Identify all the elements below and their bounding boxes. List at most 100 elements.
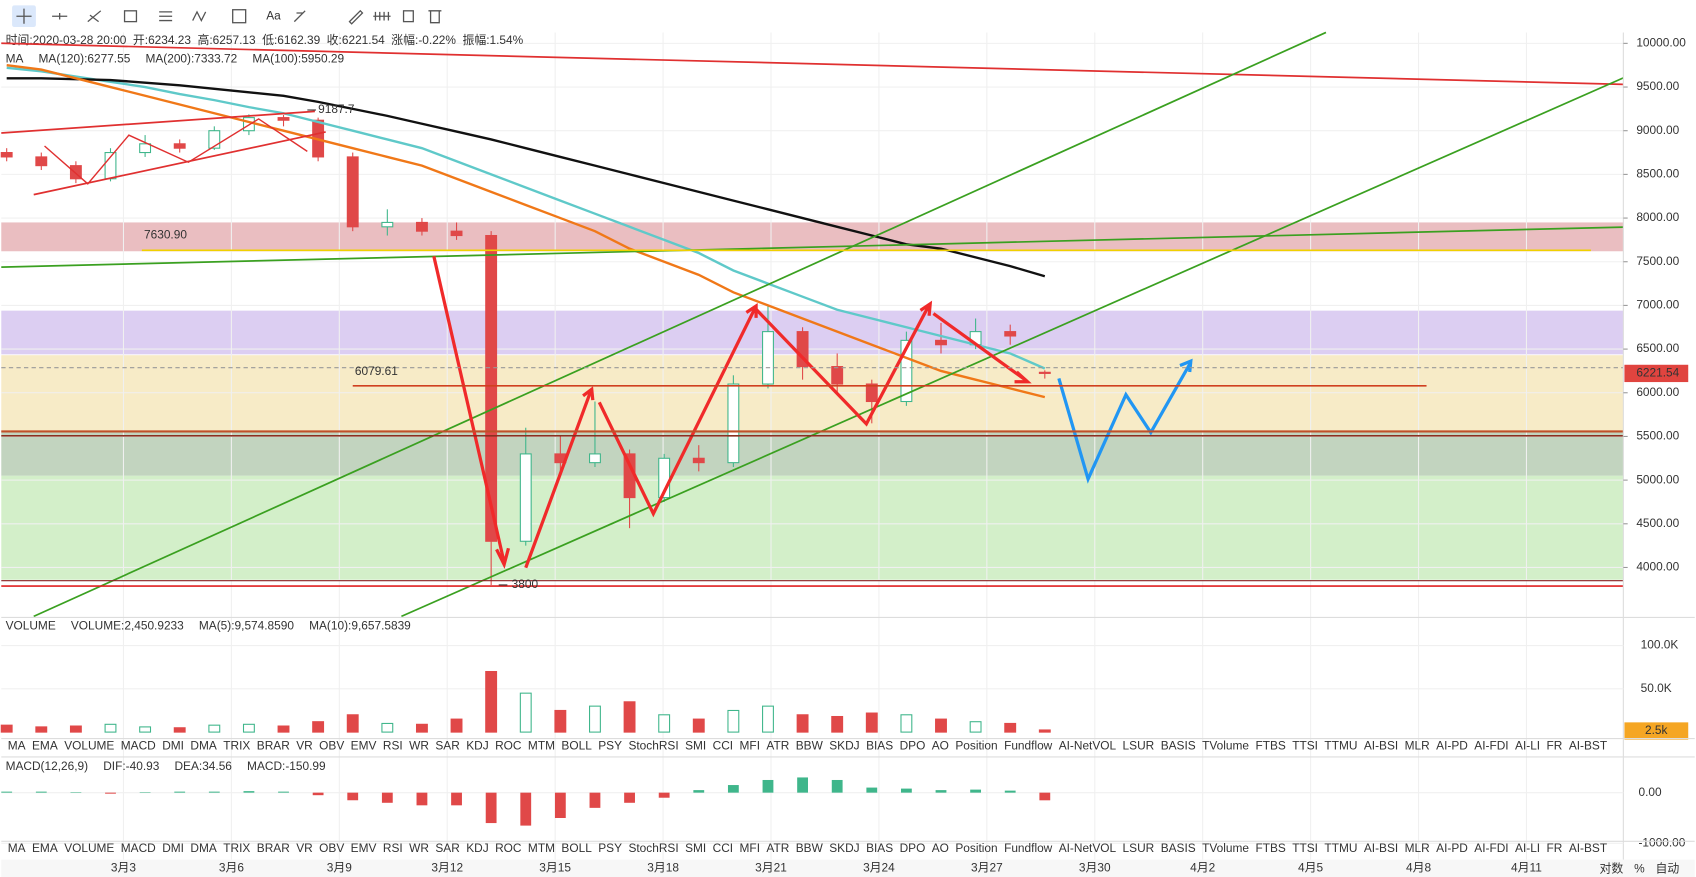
indicator-tab[interactable]: AI-FDI [1474,841,1508,855]
indicator-tab[interactable]: RSI [383,841,403,855]
indicator-tab[interactable]: WR [409,738,429,752]
indicator-tab[interactable]: CCI [713,738,733,752]
indicator-tab[interactable]: AI-FDI [1474,738,1508,752]
indicator-tab[interactable]: BIAS [866,841,893,855]
indicator-tab[interactable]: ATR [766,738,789,752]
indicator-tab[interactable]: ROC [495,841,522,855]
indicator-tab[interactable]: DMI [162,738,184,752]
indicator-tab[interactable]: SMI [685,841,706,855]
indicator-tab[interactable]: BOLL [561,841,592,855]
shape-tool[interactable] [123,10,138,23]
indicator-tab[interactable]: PSY [598,738,622,752]
indicator-tab[interactable]: MA [8,738,26,752]
indicator-tab[interactable]: TRIX [223,841,250,855]
indicator-tab[interactable]: BRAR [257,841,290,855]
indicator-tab[interactable]: MFI [740,841,760,855]
indicator-tab[interactable]: SAR [435,841,460,855]
indicator-tab[interactable]: TVolume [1202,841,1249,855]
indicator-tab[interactable]: AI-PD [1436,738,1468,752]
indicator-tab[interactable]: FR [1547,841,1563,855]
indicator-tab[interactable]: BOLL [561,738,592,752]
indicator-tab[interactable]: SMI [685,738,706,752]
brush-tool[interactable] [293,10,306,23]
indicator-tab[interactable]: AI-NetVOL [1059,738,1117,752]
lock-tool[interactable] [402,10,414,23]
indicator-tab[interactable]: EMV [351,738,377,752]
indicator-tab[interactable]: LSUR [1123,841,1155,855]
indicator-tab[interactable]: AI-BSI [1364,738,1398,752]
trend-tool[interactable] [87,10,102,23]
indicator-tab[interactable]: Position [955,738,997,752]
indicator-tab[interactable]: BBW [796,738,824,752]
indicator-tab[interactable]: BRAR [257,738,290,752]
indicator-tab[interactable]: FR [1547,738,1563,752]
fib-tool[interactable] [159,11,173,22]
indicator-tab[interactable]: AI-BST [1569,738,1607,752]
indicator-tab[interactable]: AO [932,738,949,752]
indicator-tab[interactable]: VOLUME [64,841,114,855]
indicator-tab[interactable]: EMA [32,841,58,855]
indicator-tab[interactable]: DMA [190,738,216,752]
indicator-tab[interactable]: Position [955,841,997,855]
indicator-tab[interactable]: VR [296,738,313,752]
indicator-tab[interactable]: AI-PD [1436,841,1468,855]
indicator-tab[interactable]: EMA [32,738,58,752]
indicator-tab[interactable]: FTBS [1255,841,1285,855]
indicator-tab[interactable]: KDJ [466,738,488,752]
indicator-tab[interactable]: TTSI [1292,738,1318,752]
measure-tool[interactable] [232,9,247,24]
indicator-tab[interactable]: VOLUME [64,738,114,752]
indicator-tab[interactable]: TTMU [1324,738,1357,752]
indicator-tab[interactable]: KDJ [466,841,488,855]
magnet-tool[interactable] [373,11,391,21]
indicator-tab[interactable]: MACD [121,738,156,752]
indicator-tab[interactable]: AI-BSI [1364,841,1398,855]
indicator-tab[interactable]: BIAS [866,738,893,752]
indicator-tab[interactable]: MACD [121,841,156,855]
indicator-tab[interactable]: Fundflow [1004,841,1053,855]
scale-button[interactable]: 对数 [1600,862,1624,876]
indicator-tab[interactable]: SAR [435,738,460,752]
indicator-tab[interactable]: StochRSI [628,841,678,855]
indicator-tab[interactable]: AI-LI [1515,841,1540,855]
indicator-tab[interactable]: VR [296,841,313,855]
indicator-tab[interactable]: OBV [319,738,344,752]
indicator-tab[interactable]: BBW [796,841,824,855]
indicator-tab[interactable]: SKDJ [829,738,859,752]
indicator-tab[interactable]: EMV [351,841,377,855]
crosshair-tool[interactable] [16,8,32,24]
line-tool[interactable] [52,12,68,20]
indicator-tab[interactable]: AI-BST [1569,841,1607,855]
indicator-tab[interactable]: LSUR [1123,738,1155,752]
indicator-tab[interactable]: SKDJ [829,841,859,855]
indicator-tab[interactable]: PSY [598,841,622,855]
indicator-tab[interactable]: TVolume [1202,738,1249,752]
indicator-tab[interactable]: TTSI [1292,841,1318,855]
delete-tool[interactable] [428,10,442,24]
indicator-tab[interactable]: DPO [900,841,926,855]
indicator-tab[interactable]: Fundflow [1004,738,1053,752]
indicator-tab[interactable]: TRIX [223,738,250,752]
indicator-tab[interactable]: ATR [766,841,789,855]
pen-tool[interactable] [348,9,364,25]
indicator-tab[interactable]: BASIS [1161,738,1196,752]
indicator-tab[interactable]: MLR [1405,841,1430,855]
indicator-tab[interactable]: AI-NetVOL [1059,841,1117,855]
indicator-tab[interactable]: DMI [162,841,184,855]
indicator-tab[interactable]: MA [8,841,26,855]
indicator-tab[interactable]: MTM [528,738,555,752]
text-tool[interactable]: Aa [266,8,281,22]
indicator-tab[interactable]: DMA [190,841,216,855]
indicator-tab[interactable]: MFI [740,738,760,752]
indicator-tab[interactable]: DPO [900,738,926,752]
indicator-tab[interactable]: AO [932,841,949,855]
indicator-tab[interactable]: MTM [528,841,555,855]
indicator-tab[interactable]: OBV [319,841,344,855]
indicator-tab[interactable]: BASIS [1161,841,1196,855]
scale-button[interactable]: 自动 [1655,862,1679,876]
indicator-tab[interactable]: MLR [1405,738,1430,752]
indicator-tab[interactable]: CCI [713,841,733,855]
indicator-tab[interactable]: WR [409,841,429,855]
indicator-tab[interactable]: ROC [495,738,522,752]
pattern-tool[interactable] [192,10,207,22]
